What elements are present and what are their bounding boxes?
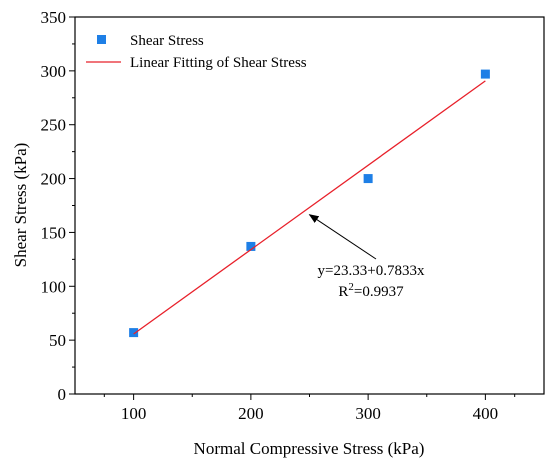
y-tick-label: 300 xyxy=(41,62,67,81)
fit-annotation: y=23.33+0.7833x R2=0.9937 xyxy=(308,214,425,300)
legend: Shear Stress Linear Fitting of Shear Str… xyxy=(86,33,307,71)
legend-label-shear-stress: Shear Stress xyxy=(130,33,204,49)
x-tick-label: 400 xyxy=(473,404,499,423)
x-tick-label: 200 xyxy=(238,404,264,423)
y-tick-label: 350 xyxy=(41,8,67,27)
y-tick-label: 200 xyxy=(41,170,67,189)
x-axis-label: Normal Compressive Stress (kPa) xyxy=(194,439,425,458)
scatter-point xyxy=(246,241,256,251)
scatter-points-layer xyxy=(129,69,490,338)
y-tick-label: 250 xyxy=(41,116,67,135)
x-tick-label: 100 xyxy=(121,404,147,423)
y-axis-ticks: 0 50 100 150 200 250 300 350 xyxy=(41,8,75,404)
fit-line-layer xyxy=(133,80,486,335)
scatter-point xyxy=(363,174,373,184)
legend-label-linear-fit: Linear Fitting of Shear Stress xyxy=(130,55,307,71)
plot-frame xyxy=(74,16,545,395)
y-tick-label: 150 xyxy=(41,223,67,242)
y-tick-label: 50 xyxy=(49,331,66,350)
fit-line xyxy=(133,80,486,335)
y-tick-label: 100 xyxy=(41,277,67,296)
y-axis-label: Shear Stress (kPa) xyxy=(11,143,30,268)
x-tick-label: 300 xyxy=(355,404,381,423)
annotation-r-squared: R2=0.9937 xyxy=(338,281,404,300)
scatter-point xyxy=(480,69,490,79)
annotation-arrow xyxy=(308,214,377,260)
x-axis-ticks: 100 200 300 400 xyxy=(103,394,516,423)
annotation-equation: y=23.33+0.7833x xyxy=(318,263,425,279)
y-tick-label: 0 xyxy=(58,385,67,404)
legend-marker-shear-stress xyxy=(97,35,106,44)
scatter-point xyxy=(129,328,139,338)
